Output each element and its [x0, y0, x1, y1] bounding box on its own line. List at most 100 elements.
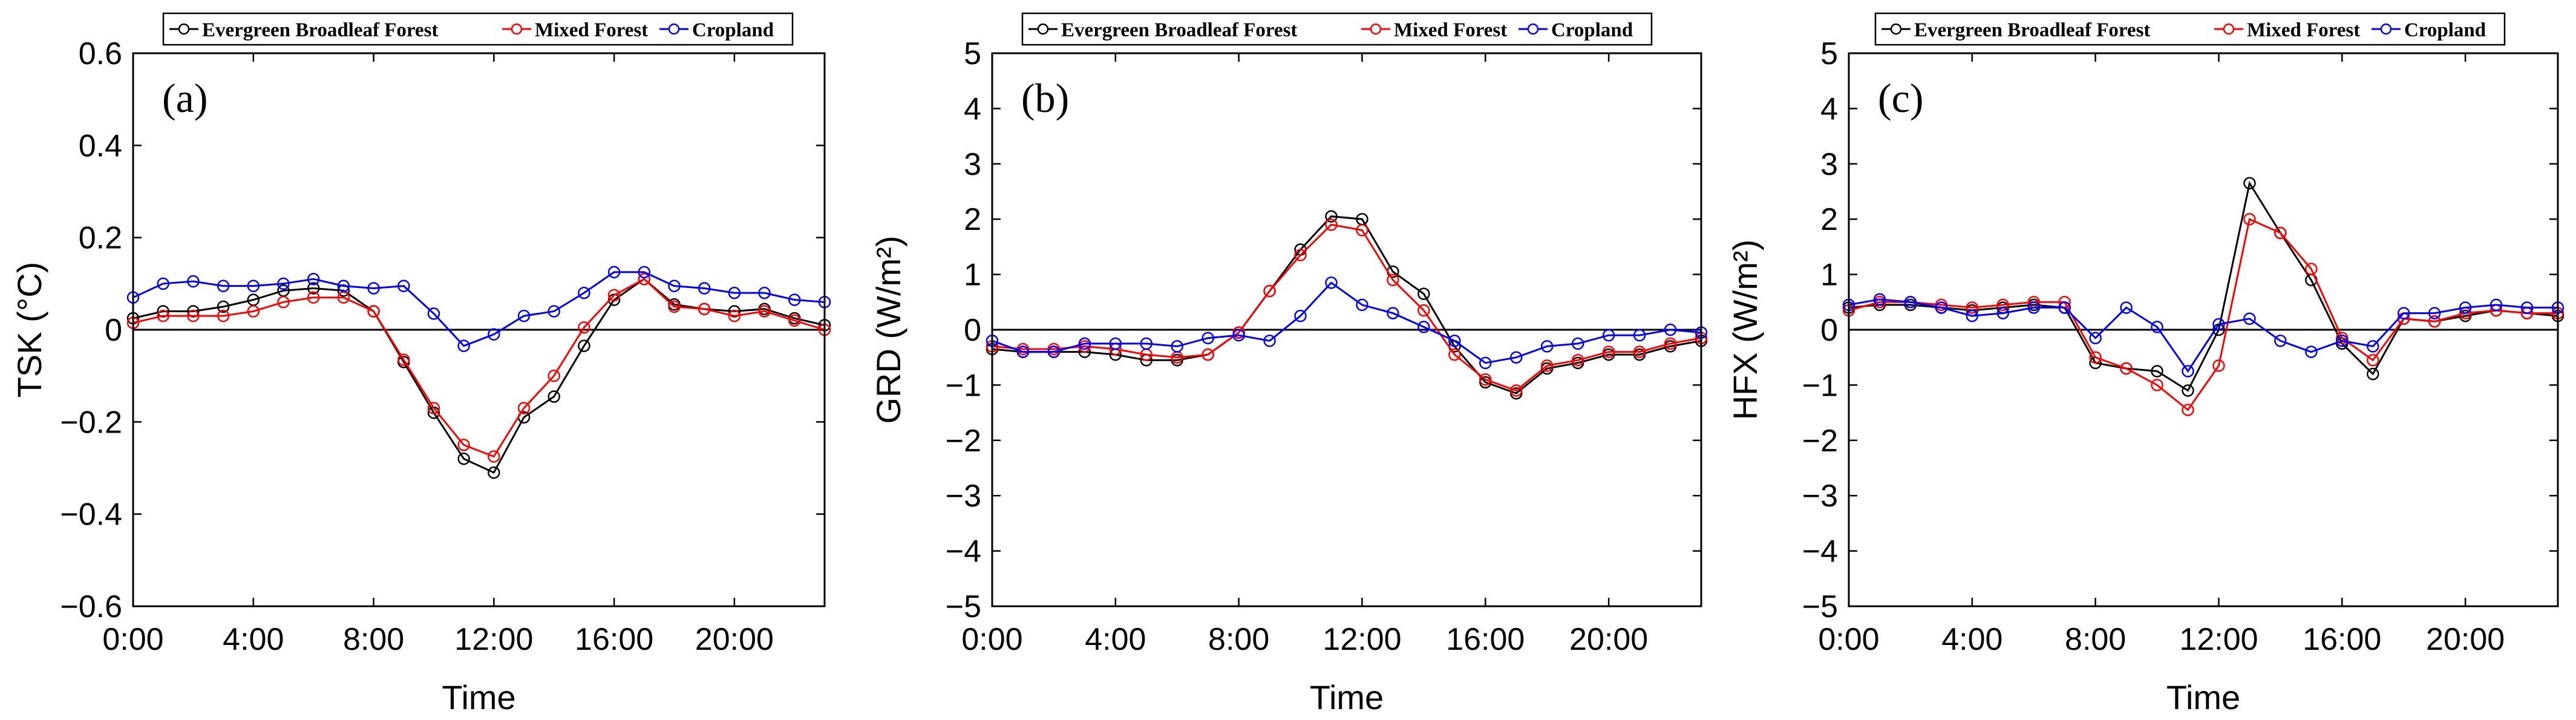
y-tick-label: 4 — [1820, 91, 1838, 126]
y-tick-label: 0 — [105, 313, 122, 348]
data-point-cropland — [517, 309, 531, 322]
data-point-cropland — [2305, 345, 2318, 358]
data-point-mixed-forest — [1633, 345, 1646, 358]
x-axis-title: Time — [442, 678, 515, 716]
y-tick-label: 5 — [964, 36, 981, 71]
x-tick-label: 20:00 — [1569, 622, 1648, 657]
data-point-cropland — [1356, 298, 1368, 312]
data-point-mixed-forest — [1387, 273, 1399, 286]
x-axis-title: Time — [1310, 678, 1384, 716]
data-point-mixed-forest — [2367, 354, 2379, 367]
data-point-cropland — [638, 266, 651, 279]
legend-label: Cropland — [692, 19, 774, 41]
y-tick-label: −0.2 — [60, 405, 122, 440]
data-point-cropland — [2520, 301, 2534, 314]
series-line-mixed-forest — [132, 278, 825, 458]
data-point-evergreen-broadleaf-forest — [217, 300, 230, 313]
data-point-mixed-forest — [728, 309, 741, 322]
legend-label: Cropland — [2404, 19, 2486, 41]
data-point-cropland — [2274, 335, 2287, 347]
data-point-mixed-forest — [1996, 298, 2010, 312]
data-point-cropland — [367, 282, 380, 295]
data-point-mixed-forest — [457, 439, 470, 451]
data-point-evergreen-broadleaf-forest — [2243, 177, 2256, 190]
data-point-mixed-forest — [517, 402, 531, 414]
data-point-mixed-forest — [1201, 348, 1214, 361]
y-tick-label: −5 — [1802, 589, 1838, 624]
legend-label: Mixed Forest — [535, 19, 648, 41]
y-axis-title: TSK (°C) — [10, 262, 48, 398]
legend-marker — [1527, 23, 1539, 35]
legend-label: Mixed Forest — [2247, 19, 2360, 41]
series-line-mixed-forest — [992, 223, 1702, 392]
data-point-evergreen-broadleaf-forest — [2151, 365, 2163, 378]
data-point-cropland — [457, 339, 470, 352]
data-point-cropland — [2212, 318, 2225, 331]
panel-label: (b) — [1021, 75, 1069, 121]
data-point-mixed-forest — [638, 272, 651, 286]
data-point-cropland — [488, 328, 500, 341]
data-point-cropland — [548, 305, 560, 318]
y-tick-label: 5 — [1820, 36, 1838, 71]
legend: Evergreen Broadleaf Forest Mixed Forest Cr… — [1874, 12, 2506, 46]
data-point-mixed-forest — [1602, 345, 1615, 358]
legend-label: Evergreen Broadleaf Forest — [1061, 19, 1297, 41]
data-point-mixed-forest — [758, 305, 771, 318]
y-tick-label: 0.2 — [79, 221, 122, 256]
data-point-cropland — [1140, 337, 1153, 350]
data-point-cropland — [1109, 337, 1122, 350]
y-tick-label: −0.6 — [60, 589, 122, 624]
data-point-mixed-forest — [788, 314, 801, 327]
series-line-mixed-forest — [1848, 218, 2558, 411]
data-point-mixed-forest — [2274, 226, 2287, 240]
y-tick-label: −4 — [1802, 534, 1838, 569]
y-tick-label: −4 — [946, 534, 981, 569]
data-point-mixed-forest — [1448, 348, 1461, 361]
data-point-cropland — [2459, 301, 2472, 314]
x-tick-label: 8:00 — [1208, 622, 1269, 657]
data-point-mixed-forest — [2182, 404, 2194, 416]
data-point-evergreen-broadleaf-forest — [548, 390, 560, 403]
y-tick-label: −3 — [1802, 479, 1838, 514]
data-point-cropland — [1171, 340, 1183, 353]
panel-a: −0.6 −0.4 −0.2 0 0.2 0.4 0.6 0:00 4:00 8:00 12:00 1… — [10, 12, 831, 716]
data-point-cropland — [337, 280, 350, 292]
data-point-cropland — [2336, 335, 2349, 347]
legend-label: Mixed Forest — [1394, 19, 1507, 41]
x-tick-label: 0:00 — [1818, 622, 1879, 657]
x-tick-label: 20:00 — [695, 622, 774, 657]
data-point-cropland — [247, 280, 260, 292]
data-point-cropland — [1540, 340, 1554, 353]
data-point-mixed-forest — [367, 305, 380, 318]
legend: Evergreen Broadleaf Forest Mixed Forest Cr… — [162, 12, 794, 46]
data-point-mixed-forest — [2243, 212, 2256, 226]
y-tick-label: −0.4 — [60, 497, 122, 532]
plot-frame — [1848, 52, 2559, 607]
data-point-mixed-forest — [2120, 362, 2133, 375]
data-point-cropland — [578, 286, 590, 299]
y-tick-label: 0 — [964, 313, 981, 348]
data-point-mixed-forest — [2428, 315, 2441, 328]
y-axis-title: GRD (W/m²) — [869, 235, 907, 424]
series-line-cropland — [992, 281, 1702, 364]
y-tick-label: 1 — [964, 258, 981, 293]
y-tick-label: 4 — [964, 91, 981, 126]
data-point-mixed-forest — [397, 353, 410, 366]
data-point-mixed-forest — [578, 321, 590, 334]
x-tick-label: 16:00 — [2303, 622, 2381, 657]
data-point-evergreen-broadleaf-forest — [1325, 210, 1338, 223]
data-point-mixed-forest — [247, 305, 260, 318]
data-point-mixed-forest — [1479, 373, 1492, 386]
data-point-cropland — [277, 277, 290, 290]
data-point-mixed-forest — [668, 300, 681, 313]
data-point-mixed-forest — [1325, 218, 1338, 231]
data-point-cropland — [157, 277, 169, 290]
y-tick-label: 3 — [1820, 147, 1838, 182]
data-point-cropland — [2367, 340, 2379, 353]
y-tick-label: −3 — [946, 479, 981, 514]
data-point-cropland — [1664, 323, 1677, 336]
x-tick-label: 0:00 — [102, 622, 163, 657]
data-point-cropland — [1602, 329, 1615, 342]
data-point-evergreen-broadleaf-forest — [2182, 384, 2194, 397]
data-point-mixed-forest — [1263, 284, 1276, 298]
